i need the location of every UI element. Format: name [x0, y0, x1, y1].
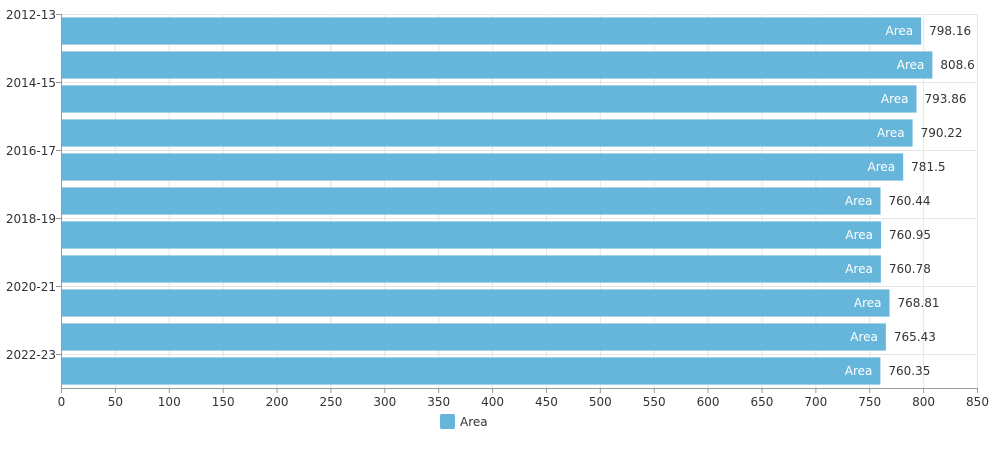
x-tick-label: 400: [481, 395, 504, 409]
bar-2021-22: [62, 323, 886, 351]
bar-series-label: Area: [886, 24, 914, 38]
bar-series-label: Area: [845, 228, 873, 242]
bar-value-label: 798.16: [929, 24, 971, 38]
bar-value-label: 793.86: [925, 92, 967, 106]
x-tick-label: 500: [589, 395, 612, 409]
bar-2019-20: [62, 255, 881, 283]
y-tick-label: 2018-19: [6, 212, 56, 226]
x-tick-label: 250: [319, 395, 342, 409]
x-tick-label: 150: [212, 395, 235, 409]
legend-label: Area: [460, 415, 488, 429]
bar-series-label: Area: [897, 58, 925, 72]
y-tick-label: 2020-21: [6, 280, 56, 294]
bar-2018-19: [62, 221, 882, 249]
bar-value-label: 768.81: [898, 296, 940, 310]
bar-value-label: 760.78: [889, 262, 931, 276]
bar-value-label: 790.22: [921, 126, 963, 140]
y-tick-label: 2022-23: [6, 348, 56, 362]
x-tick-label: 0: [58, 395, 66, 409]
bar-series-label: Area: [868, 160, 896, 174]
bar-value-label: 765.43: [894, 330, 936, 344]
bar-series-label: Area: [881, 92, 909, 106]
x-tick-label: 100: [158, 395, 181, 409]
bar-value-label: 760.35: [888, 364, 930, 378]
x-tick-label: 300: [373, 395, 396, 409]
x-tick-label: 650: [751, 395, 774, 409]
bar-value-label: 808.6: [940, 58, 974, 72]
x-tick-label: 50: [108, 395, 123, 409]
x-tick-label: 600: [697, 395, 720, 409]
bar-series-label: Area: [845, 262, 873, 276]
x-tick-label: 350: [427, 395, 450, 409]
y-tick-label: 2016-17: [6, 144, 56, 158]
bar-series-label: Area: [845, 194, 873, 208]
bar-2017-18: [62, 187, 881, 215]
bar-2013-14: [62, 51, 933, 79]
x-tick-label: 800: [912, 395, 935, 409]
bar-value-label: 760.44: [888, 194, 930, 208]
x-tick-label: 550: [643, 395, 666, 409]
x-tick-label: 450: [535, 395, 558, 409]
bar-series-label: Area: [854, 296, 882, 310]
legend-swatch: [440, 414, 455, 429]
bar-2020-21: [62, 289, 890, 317]
bar-2014-15: [62, 85, 917, 113]
bar-series-label: Area: [877, 126, 905, 140]
x-tick-label: 700: [804, 395, 827, 409]
y-tick-label: 2014-15: [6, 76, 56, 90]
bar-2022-23: [62, 357, 881, 385]
x-tick-label: 850: [966, 395, 989, 409]
bar-series-label: Area: [845, 364, 873, 378]
x-tick-label: 200: [266, 395, 289, 409]
bar-value-label: 760.95: [889, 228, 931, 242]
y-tick-label: 2012-13: [6, 8, 56, 22]
bar-2016-17: [62, 153, 904, 181]
bar-series-label: Area: [850, 330, 878, 344]
bar-value-label: 781.5: [911, 160, 945, 174]
bar-2015-16: [62, 119, 913, 147]
x-tick-label: 750: [858, 395, 881, 409]
bar-2012-13: [62, 17, 922, 45]
